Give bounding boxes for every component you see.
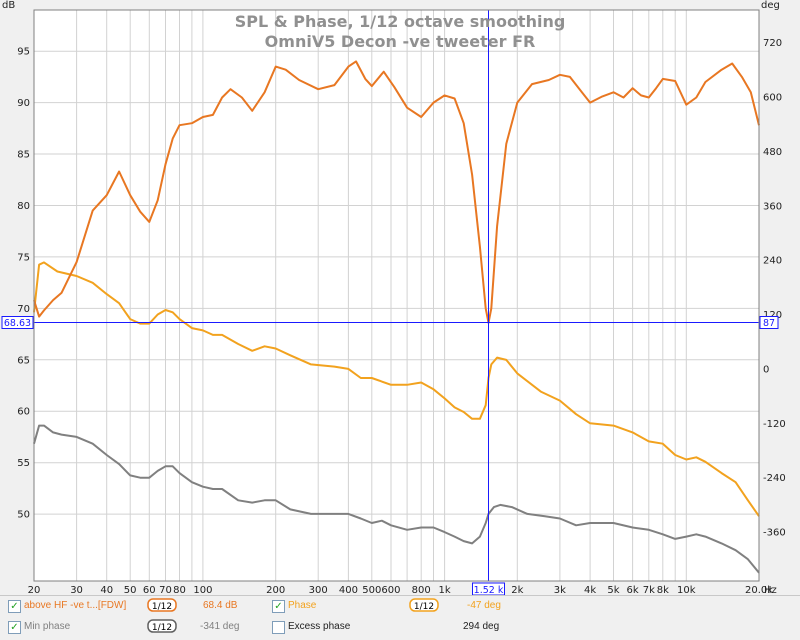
legend-value-min-phase: -341 deg: [200, 621, 240, 632]
smoothing-label-spl: 1/12: [152, 602, 172, 612]
cursor-y-right-box: [759, 316, 779, 329]
y-tick-label-right: 480: [763, 147, 782, 158]
plot-frame: [33, 9, 760, 582]
checkbox-phase[interactable]: ✓: [272, 600, 285, 613]
y-tick-label-right: 120: [763, 310, 782, 321]
x-tick-label: 500: [362, 585, 381, 595]
cursor-y-left-box: [1, 316, 34, 329]
x-tick-label: 6k: [627, 585, 639, 595]
x-tick-label: 5k: [607, 585, 619, 595]
plot-background: [34, 10, 759, 581]
x-tick-label: 4k: [584, 585, 596, 595]
x-tick-label: 40: [100, 585, 113, 595]
legend-row-2: ✓ Min phase 1/12 -341 deg Excess phase 2…: [0, 617, 800, 637]
checkbox-spl[interactable]: ✓: [8, 600, 21, 613]
x-tick-label: 80: [173, 585, 186, 595]
y-tick-label-right: -360: [763, 528, 786, 539]
cursor-x-label: 1.52 k: [474, 585, 504, 595]
x-tick-label: 10k: [677, 585, 696, 595]
legend-label-excess-phase: Excess phase: [288, 621, 351, 632]
x-tick-label: 7k: [643, 585, 655, 595]
smoothing-icon-spl[interactable]: 1/12: [147, 597, 177, 613]
y-tick-label-right: 360: [763, 201, 782, 212]
x-tick-label: 1k: [439, 585, 451, 595]
chart-title: SPL & Phase, 1/12 octave smoothing: [235, 12, 566, 31]
legend-panel: ✓ above HF -ve t...[FDW] 1/12 68.4 dB ✓ …: [0, 595, 800, 640]
legend-row-1: ✓ above HF -ve t...[FDW] 1/12 68.4 dB ✓ …: [0, 596, 800, 616]
y-tick-label-left: 75: [17, 252, 30, 263]
series-spl: [33, 60, 760, 324]
smoothing-label-phase: 1/12: [414, 602, 434, 612]
x-tick-label: 3k: [554, 585, 566, 595]
x-tick-label: 200: [266, 585, 285, 595]
y-tick-label-right: 0: [763, 364, 769, 375]
cursor-y-left-label: 68.63: [4, 318, 31, 329]
y-tick-label-right: -240: [763, 473, 786, 484]
x-tick-label: 70: [159, 585, 172, 595]
y-axis-label-left: dB: [2, 0, 15, 11]
series-phase: [33, 261, 760, 517]
y-tick-label-left: 80: [17, 201, 30, 212]
y-axis-label-right: deg: [761, 0, 780, 11]
x-unit-label: Hz: [764, 585, 777, 595]
x-tick-label: 30: [70, 585, 83, 595]
y-tick-label-left: 55: [17, 458, 30, 469]
x-tick-label: 400: [339, 585, 358, 595]
x-tick-label: 50: [124, 585, 137, 595]
legend-label-spl: above HF -ve t...[FDW]: [24, 600, 127, 611]
x-tick-label: 20: [28, 585, 41, 595]
y-tick-label-left: 70: [17, 304, 30, 315]
smoothing-label-min-phase: 1/12: [152, 623, 172, 633]
legend-value-phase: -47 deg: [467, 600, 501, 611]
y-tick-label-left: 95: [17, 47, 30, 58]
legend-label-min-phase: Min phase: [24, 621, 71, 632]
y-tick-label-right: -120: [763, 419, 786, 430]
legend-label-phase: Phase: [288, 600, 317, 611]
x-tick-label: 300: [309, 585, 328, 595]
x-tick-label: 800: [412, 585, 431, 595]
chart-subtitle: OmniV5 Decon -ve tweeter FR: [265, 32, 536, 51]
x-tick-label: 600: [381, 585, 400, 595]
checkbox-min-phase[interactable]: ✓: [8, 621, 21, 634]
spl-phase-chart[interactable]: 50 55 60 65 70 75 80 85 90 95 -360 -240 -120 0 120 240 3…: [0, 0, 800, 596]
y-tick-label-left: 65: [17, 355, 30, 366]
cursor-y-right-label: 87: [763, 318, 775, 329]
y-tick-label-left: 85: [17, 150, 30, 161]
y-tick-label-left: 50: [17, 510, 30, 521]
checkbox-excess-phase[interactable]: [272, 621, 285, 634]
series-min-phase: [33, 424, 760, 574]
y-tick-label-right: 600: [763, 93, 782, 104]
smoothing-icon-phase[interactable]: 1/12: [409, 597, 439, 613]
y-tick-label-right: 240: [763, 256, 782, 267]
legend-value-excess-phase: 294 deg: [463, 621, 500, 632]
legend-value-spl: 68.4 dB: [203, 600, 238, 611]
x-tick-label: 20.0k: [745, 585, 773, 595]
x-tick-label: 60: [143, 585, 156, 595]
x-tick-label: 2k: [511, 585, 523, 595]
y-tick-label-left: 60: [17, 407, 30, 418]
smoothing-icon-min-phase[interactable]: 1/12: [147, 618, 177, 634]
x-tick-label: 100: [193, 585, 212, 595]
y-tick-label-right: 720: [763, 38, 782, 49]
chart-area[interactable]: 50 55 60 65 70 75 80 85 90 95 -360 -240 -120 0 120 240 3…: [0, 0, 800, 596]
x-tick-label: 8k: [657, 585, 669, 595]
y-tick-label-left: 90: [17, 98, 30, 109]
